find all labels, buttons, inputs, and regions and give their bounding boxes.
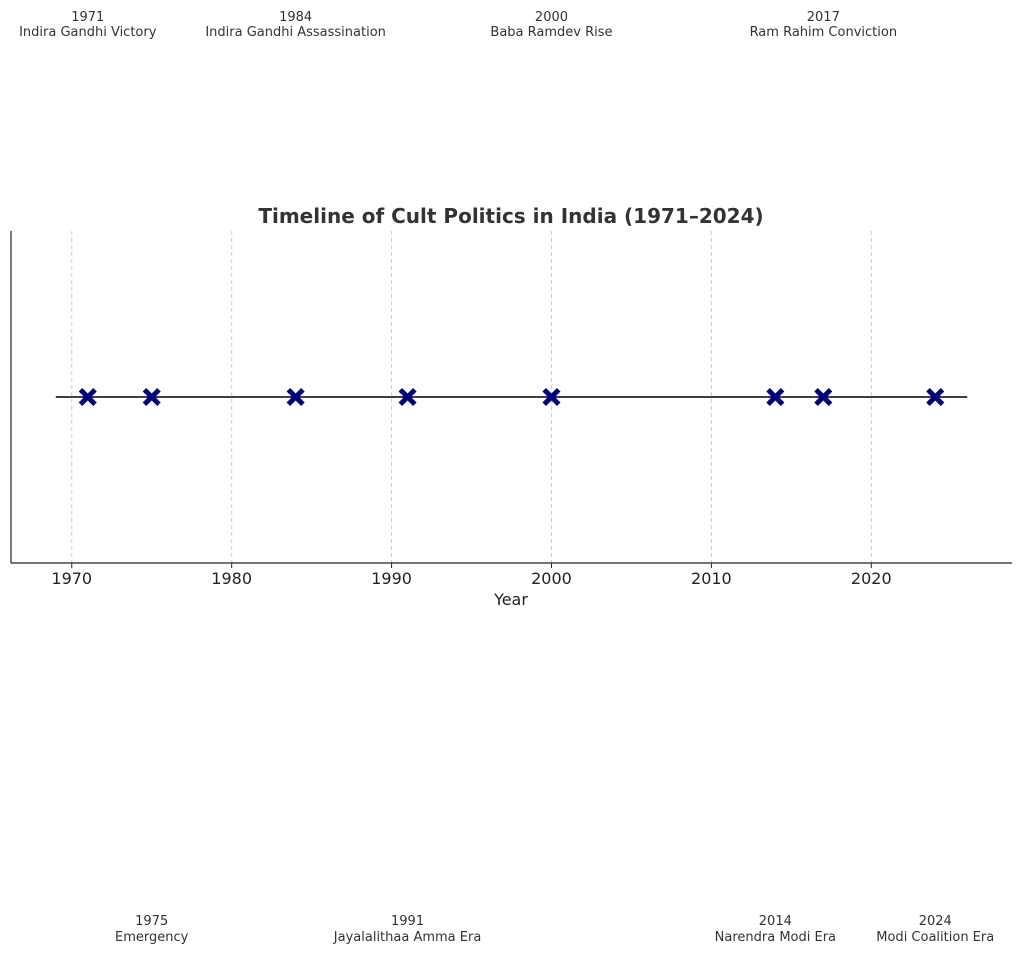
x-marker-icon — [142, 387, 161, 407]
event-name-label: Jayalalithaa Amma Era — [333, 930, 482, 945]
x-marker-icon — [814, 387, 833, 407]
x-tick-label: 1990 — [371, 569, 412, 588]
event-marker-2014 — [766, 387, 785, 407]
chart-title: Timeline of Cult Politics in India (1971… — [258, 204, 763, 228]
x-tick-label: 1970 — [51, 569, 92, 588]
event-marker-1991 — [398, 387, 417, 407]
x-tick-label: 2010 — [691, 569, 732, 588]
event-year-label: 1975 — [135, 914, 168, 929]
event-marker-1975 — [142, 387, 161, 407]
event-name-label: Baba Ramdev Rise — [490, 25, 612, 40]
event-year-label: 2014 — [759, 914, 792, 929]
event-marker-1971 — [78, 387, 97, 407]
x-tick-label: 1980 — [211, 569, 252, 588]
event-name-label: Narendra Modi Era — [715, 930, 836, 945]
event-name-label: Indira Gandhi Assassination — [205, 25, 386, 40]
event-marker-2024 — [926, 387, 945, 407]
x-marker-icon — [398, 387, 417, 407]
event-marker-2017 — [814, 387, 833, 407]
x-tick-label: 2020 — [851, 569, 892, 588]
x-tick-label: 2000 — [531, 569, 572, 588]
x-marker-icon — [766, 387, 785, 407]
x-marker-icon — [78, 387, 97, 407]
event-name-label: Indira Gandhi Victory — [19, 25, 157, 40]
event-year-label: 2017 — [807, 10, 840, 25]
event-marker-2000 — [542, 387, 561, 407]
x-marker-icon — [286, 387, 305, 407]
x-marker-icon — [926, 387, 945, 407]
event-marker-1984 — [286, 387, 305, 407]
event-year-label: 1971 — [71, 10, 104, 25]
event-year-label: 1984 — [279, 10, 312, 25]
event-name-label: Modi Coalition Era — [876, 930, 994, 945]
event-name-label: Ram Rahim Conviction — [750, 25, 898, 40]
x-marker-icon — [542, 387, 561, 407]
event-year-label: 2024 — [919, 914, 952, 929]
event-name-label: Emergency — [115, 930, 189, 945]
event-year-label: 2000 — [535, 10, 568, 25]
x-axis-label: Year — [493, 590, 528, 609]
event-year-label: 1991 — [391, 914, 424, 929]
